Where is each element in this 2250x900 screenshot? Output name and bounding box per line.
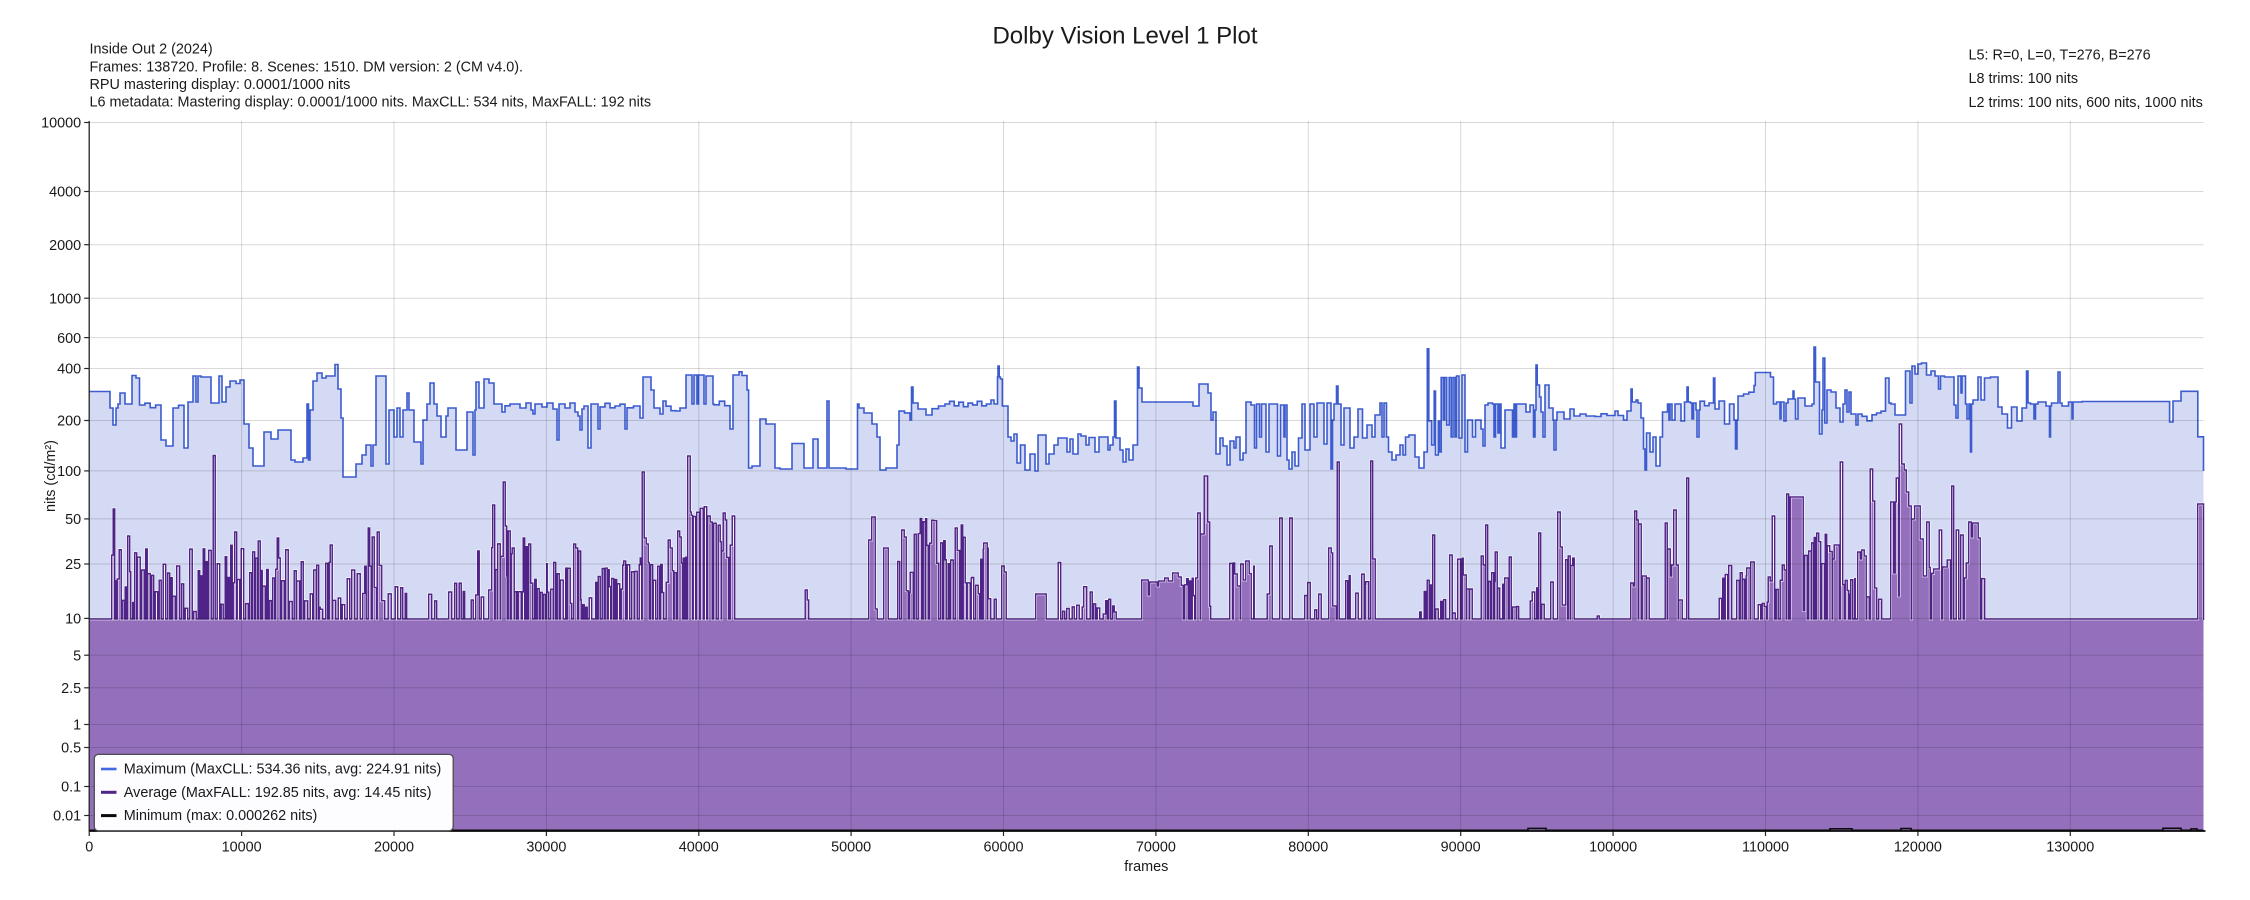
svg-text:5: 5 [73, 648, 81, 664]
svg-text:25: 25 [65, 557, 81, 573]
svg-text:200: 200 [57, 414, 81, 430]
svg-text:frames: frames [1124, 859, 1168, 875]
svg-text:100000: 100000 [1589, 840, 1637, 856]
svg-text:Dolby Vision Level 1 Plot: Dolby Vision Level 1 Plot [992, 23, 1257, 50]
svg-text:2.5: 2.5 [61, 681, 81, 697]
svg-text:50000: 50000 [831, 840, 871, 856]
svg-text:120000: 120000 [1894, 840, 1942, 856]
svg-text:60000: 60000 [983, 840, 1023, 856]
svg-text:4000: 4000 [49, 185, 81, 201]
svg-text:Maximum (MaxCLL: 534.36 nits,: Maximum (MaxCLL: 534.36 nits, avg: 224.9… [124, 762, 442, 778]
svg-text:nits (cd/m²): nits (cd/m²) [43, 440, 59, 512]
svg-text:70000: 70000 [1136, 840, 1176, 856]
svg-text:Inside Out 2 (2024): Inside Out 2 (2024) [90, 42, 213, 58]
svg-text:0.1: 0.1 [61, 780, 81, 796]
svg-text:RPU mastering display: 0.0001/: RPU mastering display: 0.0001/1000 nits [90, 77, 351, 93]
svg-text:0: 0 [85, 840, 93, 856]
svg-text:90000: 90000 [1441, 840, 1481, 856]
svg-text:30000: 30000 [526, 840, 566, 856]
svg-text:40000: 40000 [679, 840, 719, 856]
svg-text:110000: 110000 [1742, 840, 1789, 856]
svg-text:Minimum (max: 0.000262 nits): Minimum (max: 0.000262 nits) [124, 808, 318, 824]
svg-text:80000: 80000 [1288, 840, 1328, 856]
svg-text:20000: 20000 [374, 840, 414, 856]
svg-text:0.5: 0.5 [61, 741, 81, 757]
svg-text:10000: 10000 [41, 116, 81, 132]
svg-text:1000: 1000 [49, 291, 81, 307]
svg-text:1: 1 [73, 718, 81, 734]
svg-text:Average (MaxFALL: 192.85 nits,: Average (MaxFALL: 192.85 nits, avg: 14.4… [124, 785, 432, 801]
svg-text:400: 400 [57, 362, 81, 378]
svg-text:600: 600 [57, 331, 81, 347]
svg-text:0.01: 0.01 [53, 809, 81, 825]
svg-text:L5: R=0, L=0, T=276, B=276: L5: R=0, L=0, T=276, B=276 [1969, 47, 2151, 63]
svg-text:130000: 130000 [2046, 840, 2094, 856]
svg-text:100: 100 [57, 464, 81, 480]
svg-text:50: 50 [65, 512, 81, 528]
svg-text:10: 10 [65, 612, 81, 628]
svg-text:L2 trims: 100 nits, 600 nits,: L2 trims: 100 nits, 600 nits, 1000 nits [1969, 95, 2203, 111]
svg-text:L8 trims: 100 nits: L8 trims: 100 nits [1969, 71, 2079, 87]
svg-text:2000: 2000 [49, 238, 81, 254]
svg-text:10000: 10000 [222, 840, 262, 856]
svg-text:L6 metadata: Mastering display: L6 metadata: Mastering display: 0.0001/1… [90, 95, 652, 111]
svg-text:Frames: 138720. Profile: 8. Sc: Frames: 138720. Profile: 8. Scenes: 1510… [90, 60, 524, 76]
